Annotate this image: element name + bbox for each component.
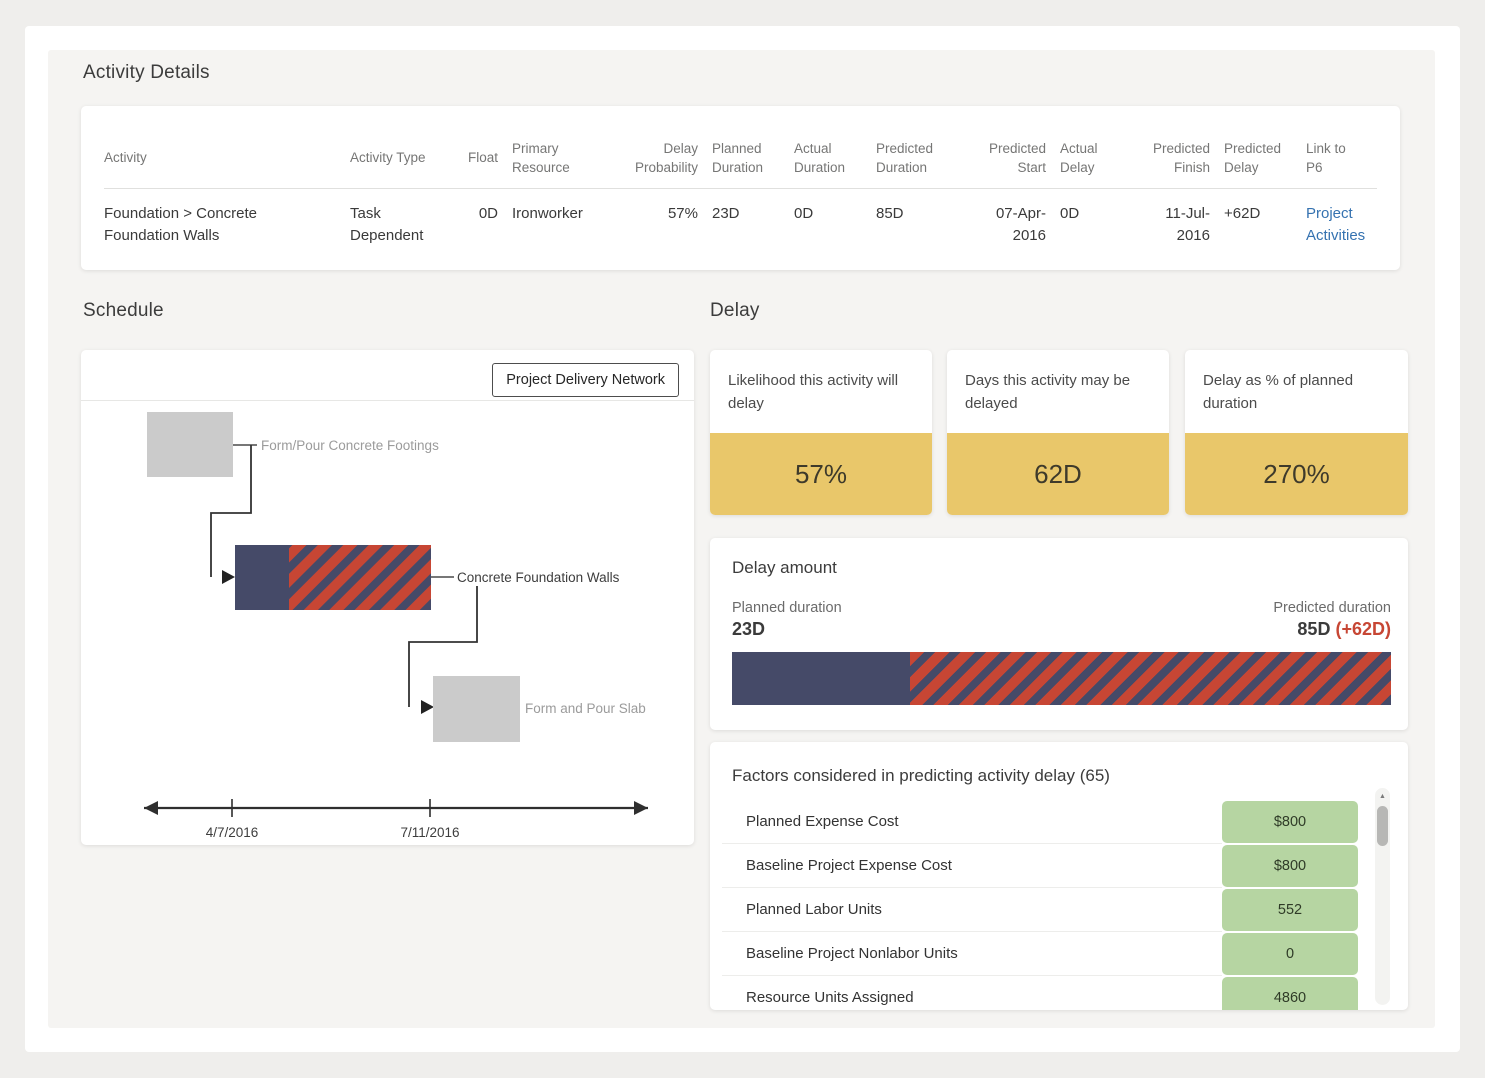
timeline-ticks (231, 799, 431, 817)
connector-predecessor-to-current (210, 445, 252, 577)
predicted-duration-block: Predicted duration 85D (+62D) (1273, 600, 1391, 640)
table-row: Foundation > Concrete Foundation Walls T… (104, 189, 1377, 247)
activity-value: Foundation > Concrete Foundation Walls (104, 204, 258, 244)
metric-card-likelihood: Likelihood this activity will delay 57% (710, 350, 932, 515)
schedule-card: Project Delivery Network Form/Pour Concr… (81, 350, 694, 845)
predecessor-node[interactable] (147, 412, 233, 477)
predicted-duration-value: 85D (1297, 619, 1331, 639)
metric-value: 62D (947, 433, 1169, 515)
timeline-start-label: 4/7/2016 (206, 825, 259, 840)
metric-card-days-delayed: Days this activity may be delayed 62D (947, 350, 1169, 515)
scroll-up-arrow-icon[interactable]: ▲ (1379, 792, 1386, 800)
actual-delay-value: 0D (1060, 204, 1080, 222)
factor-value-badge: 0 (1222, 933, 1358, 975)
col-actual-delay: Actual Delay (1060, 141, 1098, 175)
predicted-start-value: 07-Apr-2016 (995, 204, 1046, 244)
col-activity: Activity (104, 150, 147, 166)
factors-card: Factors considered in predicting activit… (710, 742, 1408, 1010)
current-node-delay-segment[interactable] (289, 545, 431, 610)
factor-value-badge: 552 (1222, 889, 1358, 931)
predicted-delay-delta: (+62D) (1335, 619, 1391, 639)
successor-node-label: Form and Pour Slab (525, 701, 646, 716)
predicted-duration-label: Predicted duration (1273, 600, 1391, 616)
scrollbar-thumb[interactable] (1377, 806, 1388, 846)
planned-duration-label: Planned duration (732, 600, 842, 616)
factor-row: Baseline Project Expense Cost $800 (722, 844, 1360, 888)
factor-label: Planned Expense Cost (722, 800, 1222, 844)
col-predicted-start: Predicted Start (988, 141, 1046, 175)
delay-amount-title: Delay amount (732, 558, 837, 577)
col-primary-resource: Primary Resource (512, 141, 570, 175)
connector-current-to-successor (408, 586, 478, 707)
col-predicted-finish: Predicted Finish (1152, 141, 1210, 175)
factor-value-badge: 4860 (1222, 977, 1358, 1010)
duration-bar-planned-segment (732, 652, 910, 705)
predicted-finish-value: 11-Jul-2016 (1165, 204, 1210, 244)
metric-label: Delay as % of planned duration (1203, 372, 1354, 412)
planned-duration-value: 23D (732, 619, 766, 639)
table-header-row: Activity Activity Type Float Primary Res… (104, 106, 1377, 189)
col-predicted-delay: Predicted Delay (1224, 141, 1282, 175)
delay-title: Delay (710, 300, 760, 321)
predicted-duration-value: 85D (876, 204, 904, 222)
current-node-planned-segment[interactable] (235, 545, 289, 610)
actual-duration-value: 0D (794, 204, 814, 222)
current-node-label: Concrete Foundation Walls (457, 570, 620, 585)
float-value: 0D (478, 204, 498, 222)
planned-duration-block: Planned duration 23D (732, 600, 842, 640)
metric-value: 57% (710, 433, 932, 515)
timeline-right-arrow-icon (634, 801, 648, 815)
delay-probability-value: 57% (667, 204, 698, 222)
timeline-end-label: 7/11/2016 (400, 825, 459, 840)
col-delay-probability: Delay Probability (634, 141, 698, 175)
arrowhead-icon (421, 700, 434, 714)
col-planned-duration: Planned Duration (712, 141, 764, 175)
factors-title: Factors considered in predicting activit… (732, 766, 1110, 785)
factor-value-badge: $800 (1222, 845, 1358, 887)
factor-label: Baseline Project Expense Cost (722, 844, 1222, 888)
schedule-network-diagram: Form/Pour Concrete Footings Concrete Fou… (144, 412, 648, 840)
primary-resource-value: Ironworker (512, 204, 583, 222)
activity-details-table: Activity Activity Type Float Primary Res… (81, 106, 1400, 270)
factor-label: Baseline Project Nonlabor Units (722, 932, 1222, 976)
metric-card-delay-percent: Delay as % of planned duration 270% (1185, 350, 1408, 515)
delay-amount-card: Delay amount Planned duration 23D Predic… (710, 538, 1408, 730)
arrowhead-icon (222, 570, 235, 584)
planned-duration-value: 23D (712, 204, 740, 222)
duration-bar-delay-segment (909, 652, 1391, 705)
schedule-divider (81, 400, 694, 401)
col-actual-duration: Actual Duration (794, 141, 846, 175)
duration-bar (732, 652, 1391, 705)
activity-type-value: Task Dependent (350, 204, 424, 244)
factor-label: Resource Units Assigned (722, 976, 1222, 1010)
project-activities-link[interactable]: Project Activities (1306, 204, 1366, 244)
factor-row: Planned Expense Cost $800 (722, 800, 1360, 844)
col-link-to-p6: Link to P6 (1306, 141, 1346, 175)
col-activity-type: Activity Type (350, 150, 426, 166)
schedule-title: Schedule (83, 300, 164, 321)
factor-row: Planned Labor Units 552 (722, 888, 1360, 932)
factors-list: Planned Expense Cost $800 Baseline Proje… (722, 800, 1408, 1010)
predecessor-node-label: Form/Pour Concrete Footings (261, 438, 439, 453)
project-delivery-network-button[interactable]: Project Delivery Network (492, 363, 679, 397)
predicted-delay-value: +62D (1224, 204, 1261, 222)
activity-details-title: Activity Details (83, 62, 210, 83)
factor-row: Baseline Project Nonlabor Units 0 (722, 932, 1360, 976)
factor-value-badge: $800 (1222, 801, 1358, 843)
timeline-left-arrow-icon (144, 801, 158, 815)
metric-label: Days this activity may be delayed (965, 372, 1131, 412)
factor-label: Planned Labor Units (722, 888, 1222, 932)
factor-row: Resource Units Assigned 4860 (722, 976, 1360, 1010)
col-float: Float (467, 150, 498, 166)
factors-scrollbar[interactable]: ▲ (1375, 788, 1390, 1005)
metric-label: Likelihood this activity will delay (728, 372, 899, 412)
metric-value: 270% (1185, 433, 1408, 515)
successor-node[interactable] (433, 676, 520, 742)
col-predicted-duration: Predicted Duration (876, 141, 934, 175)
